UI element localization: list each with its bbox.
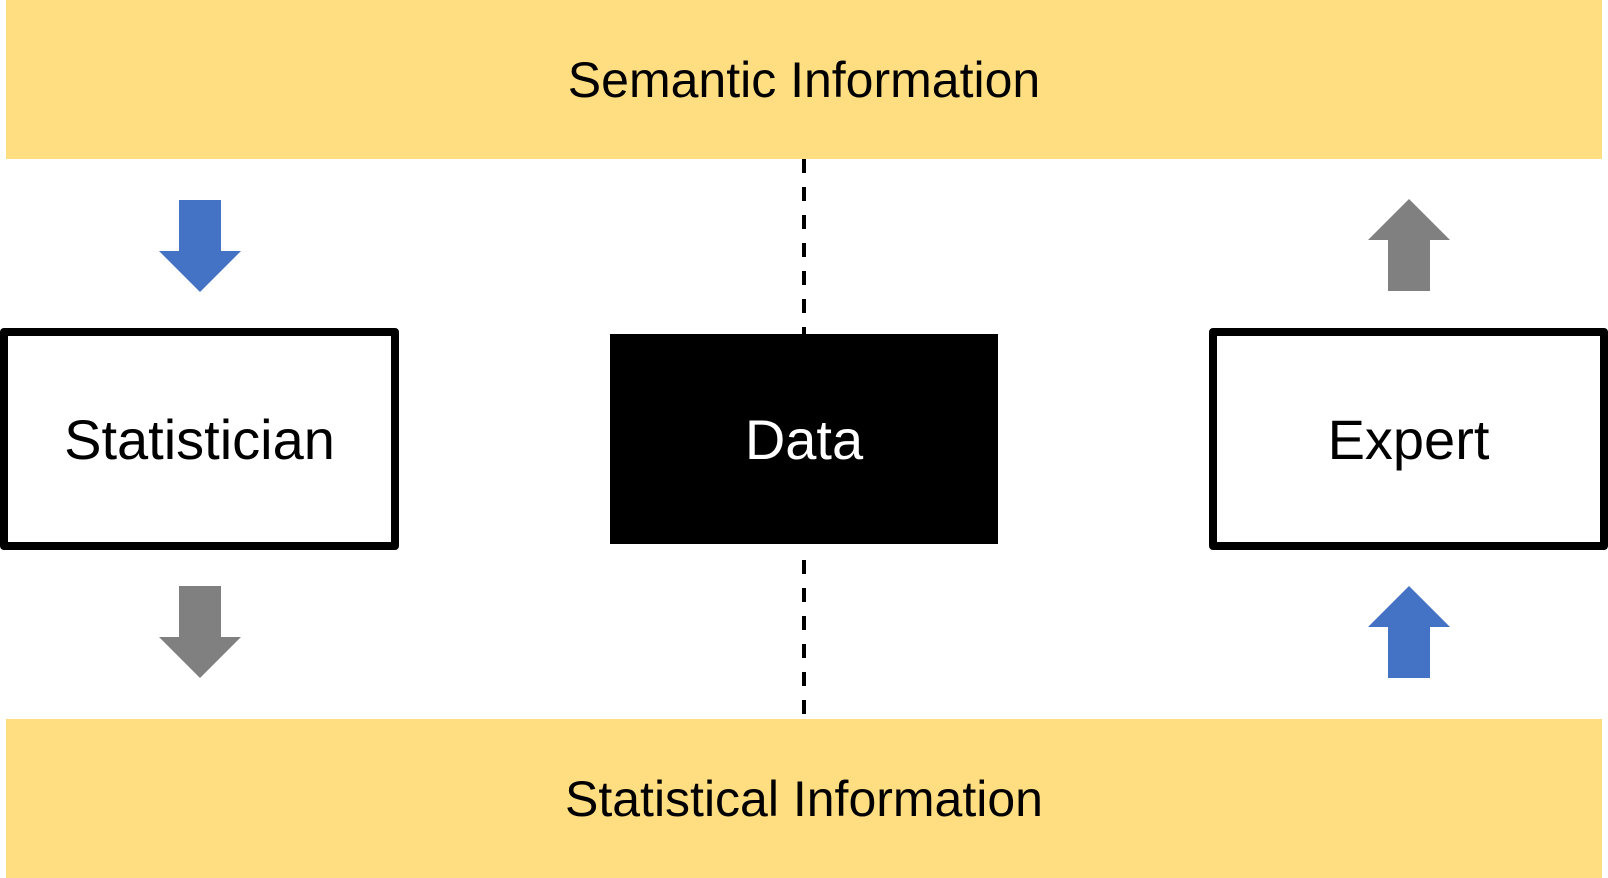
expert-label: Expert [1327,407,1490,471]
expert-output-arrow-up-icon [1368,199,1450,291]
expert-input-arrow-up-icon [1368,586,1450,678]
statistician-label: Statistician [64,407,335,471]
expert-node: Expert [1209,328,1608,550]
statistician-output-arrow-down-icon [159,586,241,678]
data-label: Data [744,407,864,471]
statistician-input-arrow-down-icon [159,200,241,292]
semantic-information-band: Semantic Information [6,0,1602,159]
statistical-information-band: Statistical Information [6,719,1602,878]
semantic-information-label: Semantic Information [567,51,1041,108]
statistical-information-label: Statistical Information [565,770,1043,827]
data-node: Data [610,334,998,544]
statistician-node: Statistician [0,328,399,550]
